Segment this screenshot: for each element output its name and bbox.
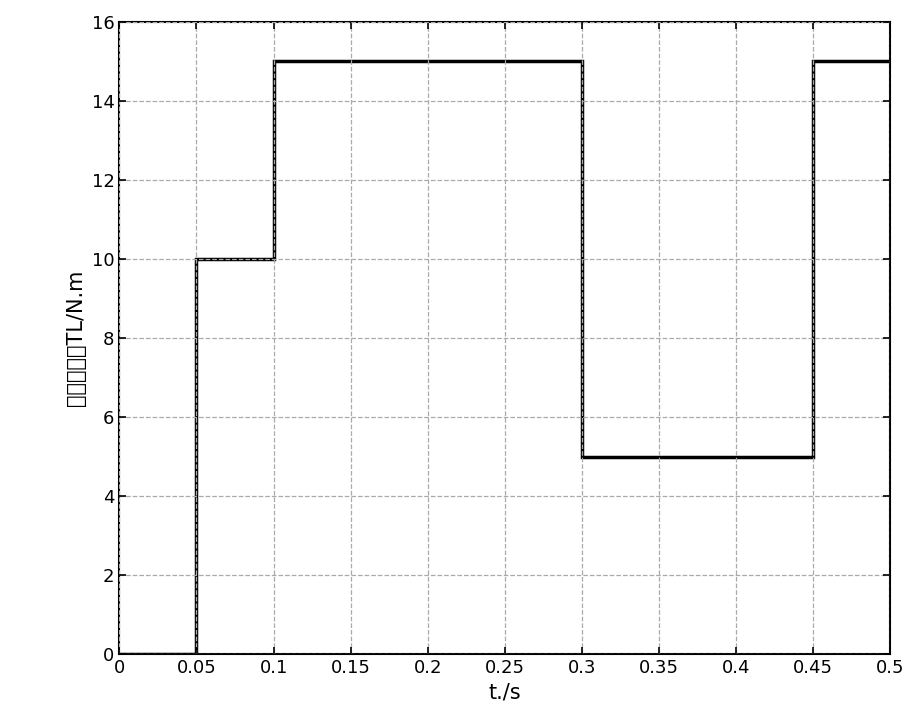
X-axis label: t./s: t./s (488, 683, 521, 703)
Y-axis label: 负载转矩：TL/N.m: 负载转矩：TL/N.m (66, 270, 86, 406)
